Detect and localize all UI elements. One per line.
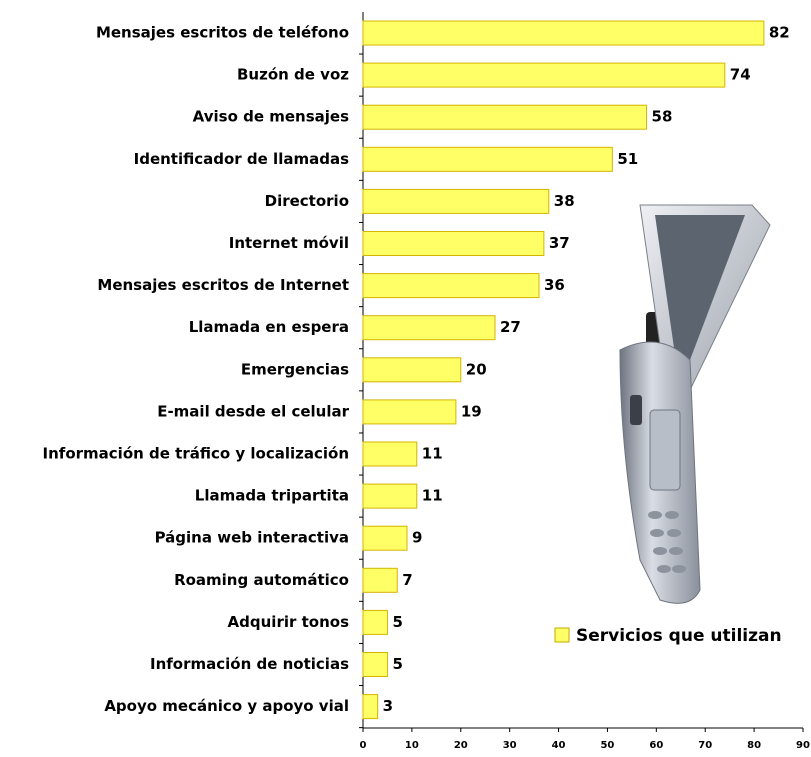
legend-label: Servicios que utilizan (576, 626, 782, 646)
bar (362, 20, 765, 46)
y-tick-label: Internet móvil (229, 234, 349, 252)
y-tick-label: Directorio (265, 192, 349, 210)
data-label: 27 (500, 318, 521, 336)
y-tick-label: Apoyo mecánico y apoyo vial (104, 697, 349, 715)
x-tick-label: 40 (552, 740, 566, 751)
data-label: 37 (549, 234, 570, 252)
bar (362, 483, 418, 509)
y-tick-label: Llamada en espera (189, 318, 349, 336)
bar (362, 104, 648, 130)
data-label: 3 (383, 697, 393, 715)
bar (362, 525, 408, 551)
y-tick-label: Información de tráfico y localización (43, 445, 349, 463)
y-tick-label: Emergencias (241, 360, 349, 378)
data-label: 19 (461, 402, 482, 420)
bar (362, 652, 388, 677)
bar (362, 567, 398, 593)
x-tick-label: 30 (503, 740, 517, 751)
y-tick-label: Página web interactiva (155, 529, 349, 547)
x-tick-label: 70 (698, 740, 712, 751)
bar (362, 441, 418, 467)
phone-illustration (619, 204, 771, 604)
bar (362, 694, 379, 720)
y-tick-label: Mensajes escritos de teléfono (96, 24, 349, 42)
legend-swatch (554, 627, 570, 643)
x-tick-label: 10 (405, 740, 419, 751)
x-tick-label: 60 (649, 740, 663, 751)
y-tick-label: Mensajes escritos de Internet (97, 276, 349, 294)
x-tick-label: 0 (360, 740, 367, 751)
x-tick-label: 90 (796, 740, 810, 751)
data-label: 11 (422, 445, 443, 463)
y-tick-label: Identificador de llamadas (134, 150, 349, 168)
bar (362, 315, 496, 341)
y-tick-label: Buzón de voz (237, 66, 349, 84)
bar (362, 273, 540, 299)
bar (362, 399, 457, 425)
bar (362, 62, 726, 88)
y-tick-label: Roaming automático (174, 571, 349, 589)
y-tick-label: Aviso de mensajes (193, 108, 349, 126)
y-tick-label: Llamada tripartita (195, 487, 349, 505)
data-label: 74 (730, 66, 751, 84)
bar (362, 146, 613, 172)
bar (362, 609, 388, 635)
data-label: 51 (617, 150, 638, 168)
data-label: 38 (554, 192, 575, 210)
data-label: 5 (392, 613, 402, 631)
data-label: 5 (392, 655, 402, 673)
y-tick-label: Información de noticias (150, 655, 349, 673)
y-tick-label: E-mail desde el celular (157, 402, 349, 420)
bar (362, 231, 545, 256)
x-tick-label: 50 (600, 740, 614, 751)
data-label: 7 (402, 571, 412, 589)
data-label: 58 (652, 108, 673, 126)
data-label: 9 (412, 529, 422, 547)
x-tick-label: 20 (454, 740, 468, 751)
data-label: 20 (466, 360, 487, 378)
bar (362, 357, 462, 383)
data-label: 11 (422, 487, 443, 505)
data-label: 36 (544, 276, 565, 294)
x-tick-label: 80 (747, 740, 761, 751)
data-label: 82 (769, 24, 790, 42)
y-tick-label: Adquirir tonos (228, 613, 350, 631)
bar (362, 188, 550, 214)
